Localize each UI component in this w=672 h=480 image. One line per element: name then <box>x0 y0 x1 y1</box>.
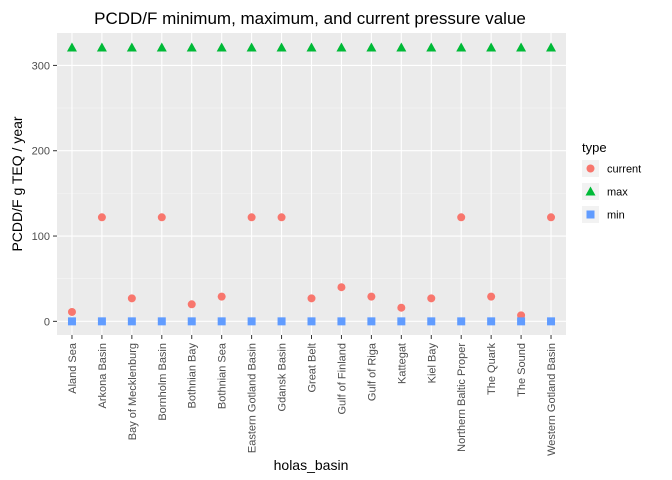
data-point-current <box>397 303 406 312</box>
data-point-max <box>186 42 197 52</box>
x-tick-label: Aland Sea <box>67 342 79 394</box>
data-point-max <box>216 42 227 52</box>
data-points <box>66 42 557 326</box>
y-tick-label: 0 <box>44 316 50 328</box>
x-axis-title: holas_basin <box>274 457 349 473</box>
data-point-min <box>517 317 526 326</box>
data-point-min <box>217 317 226 326</box>
data-point-current <box>247 213 256 222</box>
data-point-current <box>277 213 286 222</box>
y-axis-title: PCDD/F g TEQ / year <box>9 116 25 251</box>
data-point-current <box>547 213 556 222</box>
data-point-current <box>337 283 346 292</box>
data-point-max <box>156 42 167 52</box>
x-tick-label: Kiel Bay <box>426 343 438 384</box>
y-axis-ticks: 0 100 200 300 <box>32 60 57 328</box>
data-point-min <box>277 317 286 326</box>
data-point-current <box>367 292 376 301</box>
data-point-min <box>397 317 406 326</box>
legend-label-min: min <box>607 210 625 222</box>
chart-title: PCDD/F minimum, maximum, and current pre… <box>94 9 526 28</box>
data-point-min <box>427 317 436 326</box>
data-point-current <box>67 307 76 316</box>
data-point-min <box>367 317 376 326</box>
data-point-current <box>217 292 226 301</box>
data-point-min <box>247 317 256 326</box>
data-point-max <box>516 42 527 52</box>
data-point-current <box>307 294 316 303</box>
x-tick-label: Gdansk Basin <box>277 343 289 411</box>
legend-label-current: current <box>607 164 641 176</box>
data-point-min <box>127 317 136 326</box>
data-point-current <box>97 213 106 222</box>
data-point-current <box>427 294 436 303</box>
legend-label-max: max <box>607 187 628 199</box>
data-point-max <box>306 42 317 52</box>
x-tick-label: Northern Baltic Proper <box>456 343 468 452</box>
x-tick-label: Kattegat <box>396 343 408 384</box>
data-point-current <box>187 300 196 309</box>
data-point-min <box>187 317 196 326</box>
data-point-current <box>487 292 496 301</box>
data-point-min <box>67 317 76 326</box>
data-point-max <box>456 42 467 52</box>
x-tick-label: The Quark <box>486 343 498 395</box>
x-tick-label: Great Belt <box>307 343 319 393</box>
data-point-max <box>276 42 287 52</box>
y-tick-label: 300 <box>32 60 50 72</box>
data-point-max <box>246 42 257 52</box>
data-point-max <box>426 42 437 52</box>
legend-items: current max min <box>582 160 641 223</box>
x-tick-label: Arkona Basin <box>97 343 109 408</box>
data-point-min <box>337 317 346 326</box>
x-tick-label: Bothnian Bay <box>187 343 199 409</box>
data-point-min <box>157 317 166 326</box>
major-gridlines <box>57 33 566 335</box>
legend-key-marker-max <box>585 186 596 196</box>
data-point-min <box>97 317 106 326</box>
data-point-current <box>457 213 466 222</box>
data-point-max <box>546 42 557 52</box>
data-point-current <box>127 294 136 303</box>
data-point-min <box>487 317 496 326</box>
data-point-max <box>336 42 347 52</box>
data-point-min <box>457 317 466 326</box>
data-point-max <box>66 42 77 52</box>
y-tick-label: 200 <box>32 146 50 158</box>
data-point-max <box>486 42 497 52</box>
data-point-max <box>366 42 377 52</box>
legend-key-marker-min <box>586 210 595 219</box>
x-tick-label: Gulf of Riga <box>366 342 378 401</box>
x-tick-label: Gulf of Finland <box>336 343 348 415</box>
x-tick-label: The Sound <box>516 343 528 397</box>
x-tick-label: Bay of Mecklenburg <box>127 343 139 440</box>
data-point-max <box>126 42 137 52</box>
x-tick-label: Western Gotland Basin <box>546 343 558 456</box>
y-tick-label: 100 <box>32 231 50 243</box>
data-point-current <box>157 213 166 222</box>
data-point-min <box>307 317 316 326</box>
legend-key-marker-current <box>586 164 595 173</box>
x-tick-label: Bornholm Basin <box>157 343 169 421</box>
legend: type current max min <box>582 140 641 223</box>
data-point-max <box>396 42 407 52</box>
x-axis-ticks: Aland Sea Arkona Basin Bay of Mecklenburg B… <box>67 335 558 456</box>
data-point-min <box>547 317 556 326</box>
x-tick-label: Bothnian Sea <box>217 342 229 409</box>
legend-title: type <box>582 140 607 155</box>
x-tick-label: Eastern Gotland Basin <box>247 343 259 453</box>
data-point-max <box>96 42 107 52</box>
